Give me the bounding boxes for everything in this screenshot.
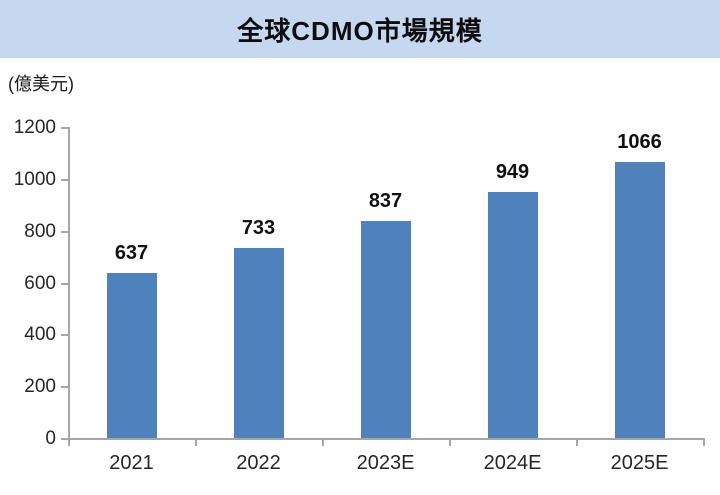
bar [360, 221, 411, 438]
y-axis-tick-label: 0 [45, 428, 56, 449]
y-axis-line [68, 127, 70, 440]
x-axis-tick-mark [322, 440, 324, 446]
y-axis-tick-label: 1000 [13, 168, 56, 190]
x-axis-tick-label: 2025E [610, 452, 669, 474]
bar [106, 272, 157, 438]
x-axis-tick-label: 2021 [109, 452, 154, 474]
bar-value-label: 637 [114, 241, 149, 264]
y-axis-tick-label: 200 [24, 376, 56, 398]
x-axis-line [68, 438, 705, 440]
x-axis-tick-label: 2024E [483, 452, 542, 474]
y-axis-unit-label: (億美元) [8, 74, 74, 94]
x-axis-tick-mark [449, 440, 451, 446]
y-axis-tick-mark [61, 438, 68, 440]
x-axis-tick-mark [68, 440, 70, 446]
bar-value-label: 949 [495, 161, 530, 184]
y-axis-tick-mark [61, 127, 68, 129]
bar [614, 161, 665, 438]
bar [233, 248, 284, 438]
bar-value-label: 837 [368, 190, 403, 213]
x-axis-tick-mark [703, 440, 705, 446]
y-axis-tick-mark [61, 334, 68, 337]
y-axis-tick-mark [61, 386, 68, 389]
bar [487, 192, 538, 438]
y-axis-tick-mark [61, 282, 68, 285]
x-axis-tick-mark [195, 440, 197, 446]
x-axis-tick-mark [576, 440, 578, 446]
y-axis-tick-label: 400 [24, 324, 56, 346]
x-axis-tick-label: 2023E [356, 452, 415, 474]
chart-title: 全球CDMO市場規模 [237, 15, 483, 46]
bar-value-label: 733 [241, 217, 276, 240]
bar-value-label: 1066 [617, 130, 662, 153]
y-axis-tick-label: 600 [24, 272, 56, 294]
y-axis-tick-mark [61, 230, 68, 233]
y-axis-tick-label: 800 [24, 220, 56, 242]
y-axis-tick-label: 1200 [13, 117, 56, 138]
y-axis-tick-mark [61, 178, 68, 181]
x-axis-tick-label: 2022 [236, 452, 281, 474]
chart-title-banner: 全球CDMO市場規模 [0, 0, 720, 58]
